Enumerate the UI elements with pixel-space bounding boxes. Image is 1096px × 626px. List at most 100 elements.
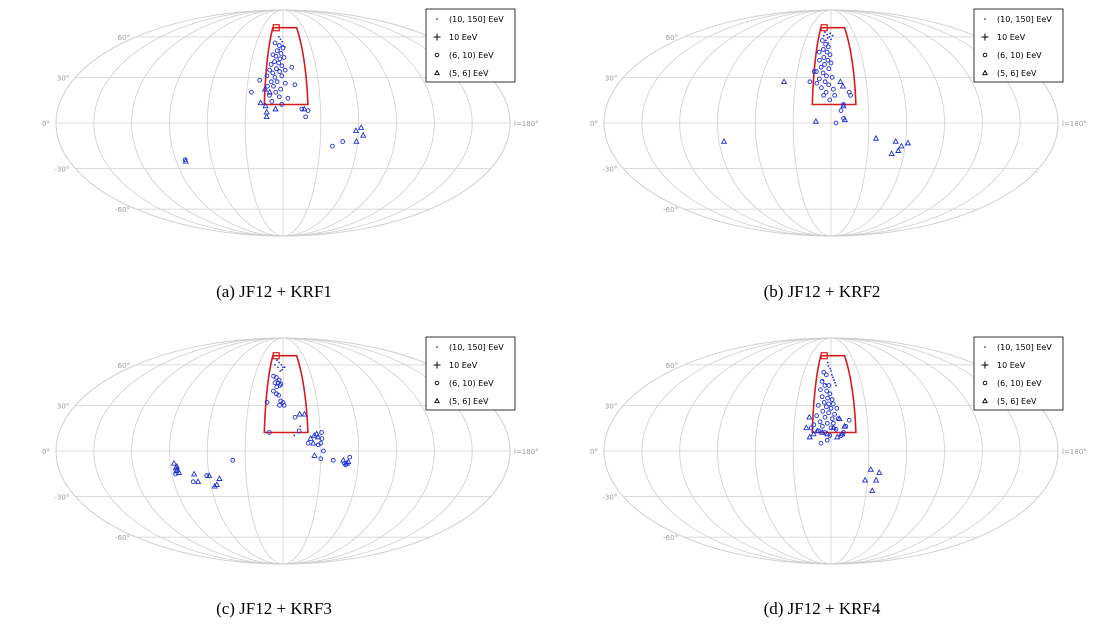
legend-label: (10, 150] EeV: [449, 15, 504, 24]
map-outline: [603, 9, 1059, 237]
data-point: [277, 56, 283, 62]
data-point: [848, 92, 853, 98]
data-point: [829, 367, 832, 370]
meridian-line: [131, 337, 284, 565]
data-point: [834, 405, 840, 411]
data-point: [825, 57, 831, 63]
legend: (10, 150] EeV 10 EeV (6, 10) EeV (5, 6] EeV: [973, 8, 1064, 83]
data-points: [803, 361, 883, 493]
legend-label: 10 EeV: [997, 361, 1026, 370]
data-point: [278, 86, 283, 92]
legend-marker: [434, 69, 440, 76]
data-point: [310, 439, 317, 446]
data-point: [827, 391, 833, 397]
data-point: [266, 88, 273, 95]
meridian-line: [282, 337, 360, 565]
source-marker: [272, 352, 280, 360]
data-point: [814, 80, 820, 86]
legend-label: (5, 6] EeV: [449, 397, 489, 406]
latitude-label: 60°: [118, 34, 130, 42]
data-point: [269, 99, 275, 104]
latitude-label: 0°: [42, 448, 50, 456]
data-point: [827, 52, 833, 58]
legend-box: [425, 8, 516, 83]
meridian-line: [282, 337, 322, 565]
data-point: [267, 92, 272, 98]
data-point: [904, 139, 912, 146]
sky-map: 60° 30° 0° -30° -60° l=180° (10, 150] EeV 10 Ee…: [42, 8, 539, 237]
data-point: [211, 482, 218, 489]
data-point: [824, 430, 831, 437]
legend-label: (6, 10) EeV: [449, 51, 494, 60]
data-point: [230, 457, 236, 463]
data-point: [182, 157, 189, 164]
meridian-line: [717, 337, 832, 565]
legend-marker: [434, 380, 440, 386]
data-point: [869, 487, 876, 493]
source-region: [811, 26, 857, 106]
latitude-label: 0°: [42, 120, 50, 128]
data-point: [811, 69, 817, 74]
data-point: [824, 39, 827, 42]
data-point: [823, 41, 828, 47]
data-point: [839, 430, 846, 437]
data-point: [824, 31, 826, 34]
data-point: [285, 95, 291, 101]
data-point: [213, 481, 220, 488]
data-point: [265, 83, 270, 89]
data-point: [818, 387, 823, 392]
data-point: [820, 47, 826, 52]
latitude-label: 60°: [666, 362, 678, 370]
data-point: [263, 113, 270, 120]
latitude-label: -30°: [602, 494, 617, 502]
data-point: [313, 430, 320, 437]
data-point: [818, 440, 824, 446]
longitude-label: l=180°: [514, 448, 539, 456]
data-point: [281, 368, 284, 371]
data-point: [811, 422, 817, 428]
source-marker: [820, 24, 828, 32]
data-point: [829, 32, 832, 35]
legend-marker: [984, 346, 986, 348]
data-point: [360, 131, 367, 138]
meridian-line: [679, 9, 832, 237]
meridian-line: [717, 9, 832, 237]
data-point: [278, 361, 280, 364]
data-point: [898, 142, 905, 149]
data-point: [895, 147, 902, 153]
data-point: [273, 375, 279, 380]
data-point: [190, 470, 198, 477]
meridian-line: [830, 337, 1021, 565]
data-point: [819, 85, 824, 91]
sky-map: 60° 30° 0° -30° -60° l=180° (10, 150] EeV 10 Ee…: [590, 336, 1087, 565]
meridian-line: [641, 9, 832, 237]
panel-a: 60° 30° 0° -30° -60° l=180° (10, 150] EeV 10 Ee…: [0, 0, 548, 313]
data-point: [257, 77, 262, 83]
latitude-label: -60°: [663, 206, 678, 214]
data-point: [173, 467, 180, 474]
data-point: [825, 44, 831, 50]
data-point: [266, 430, 272, 435]
meridian-line: [282, 9, 322, 237]
legend-label: (10, 150] EeV: [997, 15, 1052, 24]
legend-label: (6, 10) EeV: [449, 379, 494, 388]
data-point: [281, 40, 284, 43]
data-point: [261, 85, 269, 92]
data-point: [303, 114, 309, 120]
data-point: [274, 79, 280, 85]
data-point: [828, 35, 831, 38]
data-point: [330, 457, 336, 463]
data-point: [272, 40, 278, 46]
legend-label: 10 EeV: [449, 361, 478, 370]
data-point: [819, 394, 825, 400]
data-point: [822, 79, 828, 85]
latitude-label: 30°: [605, 402, 617, 410]
latitude-label: -30°: [54, 494, 69, 502]
longitude-label: l=180°: [1062, 448, 1087, 456]
legend-marker: [984, 18, 986, 20]
data-point: [271, 83, 276, 89]
meridian-line: [830, 337, 908, 565]
meridian-line: [282, 337, 397, 565]
data-point: [826, 401, 832, 407]
data-point: [353, 137, 360, 144]
